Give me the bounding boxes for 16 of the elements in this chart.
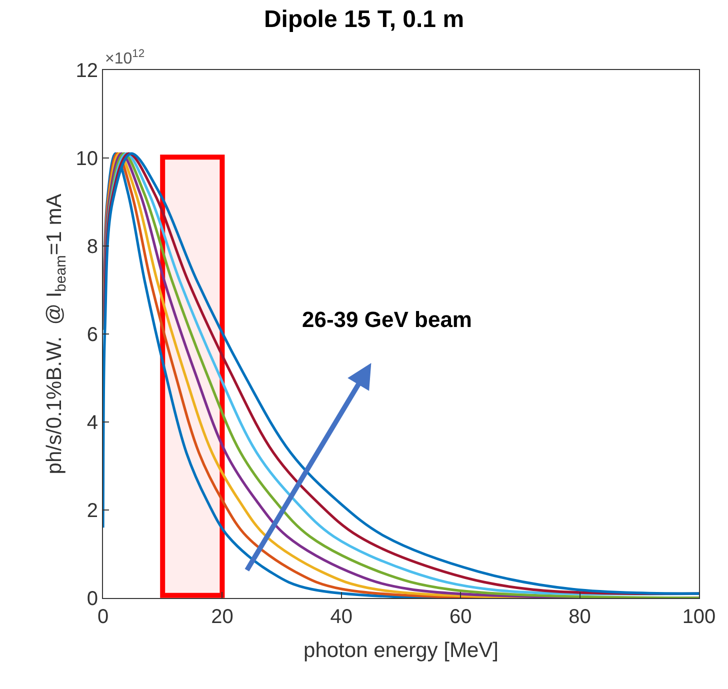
text: ×10$^{12}$: [105, 48, 145, 68]
x-tick-label: 100: [682, 606, 716, 628]
x-tick-label: 60: [449, 606, 472, 628]
y-tick-label: 4: [86, 412, 98, 434]
y-tick-label: 2: [86, 500, 98, 522]
y-tick-label: 6: [86, 324, 98, 346]
annotation: 26-39 GeV beam: [302, 307, 472, 332]
y-tick-label: 12: [76, 60, 98, 82]
y-tick-label: 10: [76, 148, 98, 170]
y-tick-label: 8: [86, 236, 98, 258]
x-tick-label: 40: [330, 606, 353, 628]
chart-title: Dipole 15 T, 0.1 m: [264, 6, 464, 34]
x-axis-title: photon energy [MeV]: [304, 639, 498, 662]
y-tick-label: 0: [86, 588, 98, 610]
x-tick-label: 20: [211, 606, 234, 628]
x-tick-label: 80: [568, 606, 591, 628]
